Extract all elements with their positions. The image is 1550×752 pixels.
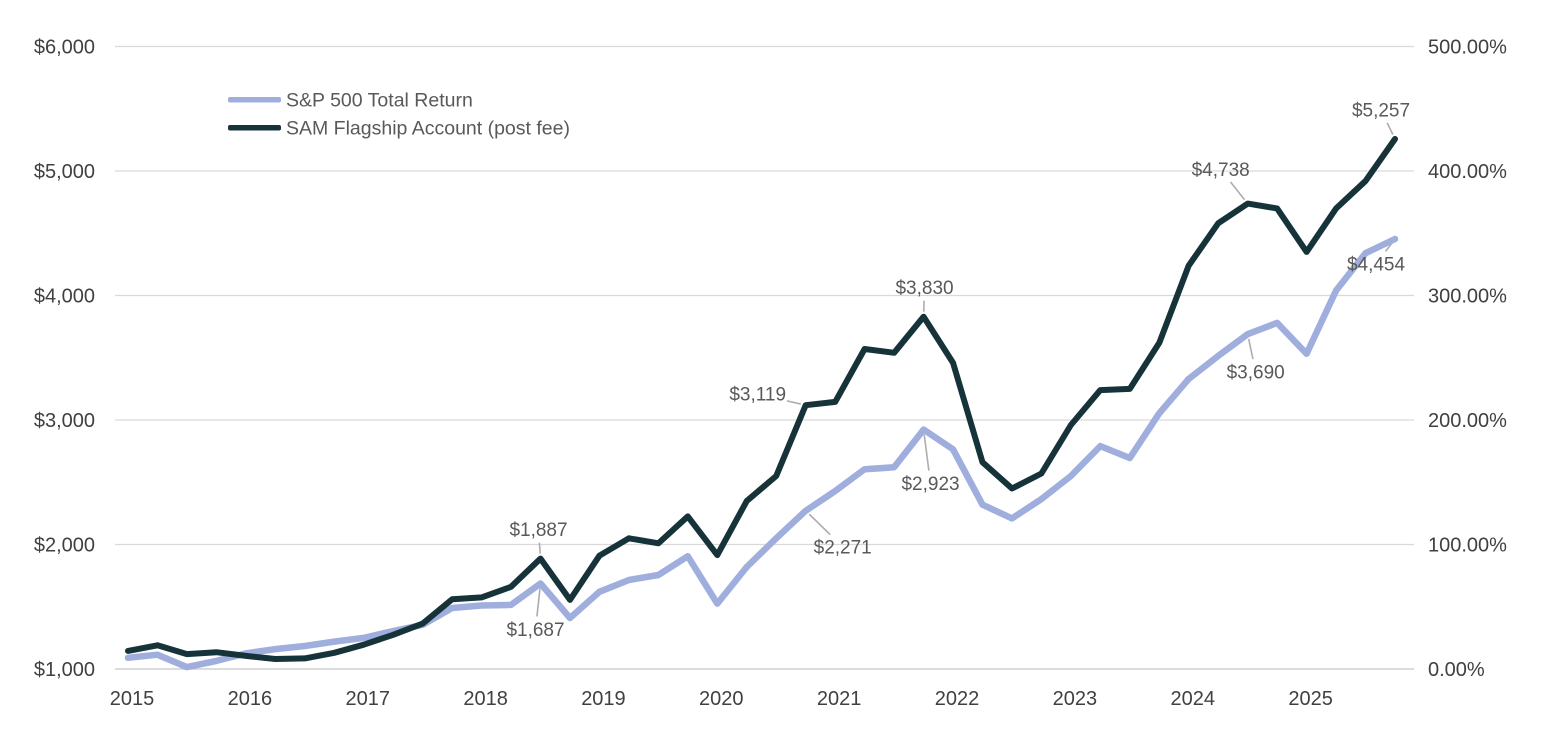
y-axis-label-right: 100.00% [1428,535,1507,557]
legend-label-sam: SAM Flagship Account (post fee) [286,118,570,140]
x-axis-label: 2024 [1170,688,1215,710]
y-axis-label-left: $1,000 [34,659,95,681]
data-label: $4,738 [1192,160,1250,181]
y-axis-label-right: 500.00% [1428,37,1507,59]
series-line-sam [125,136,1398,662]
data-label: $2,271 [814,537,872,558]
data-label: $5,257 [1352,101,1410,122]
legend-swatch-sam [228,125,281,131]
x-axis-label: 2025 [1288,688,1333,710]
annotation-leader [536,588,541,617]
y-axis-label-left: $6,000 [34,37,95,59]
annotation-leader [538,542,541,554]
data-label: $2,923 [901,474,959,495]
annotation-leader [1386,122,1394,135]
data-label: $3,830 [895,278,953,299]
x-axis-label: 2021 [817,688,862,710]
legend-swatch-sp500 [228,97,281,103]
annotation-leader [808,513,831,536]
x-axis-label: 2019 [581,688,626,710]
x-axis-label: 2023 [1053,688,1098,710]
legend-label-sp500: S&P 500 Total Return [286,90,473,112]
annotation-leader [1247,338,1254,360]
data-label: $4,454 [1347,254,1406,275]
x-axis-label: 2022 [935,688,980,710]
y-axis-label-right: 0.00% [1428,659,1485,681]
x-axis-label: 2015 [110,688,155,710]
x-axis-label: 2020 [699,688,744,710]
x-axis-label: 2018 [463,688,508,710]
x-axis-label: 2017 [345,688,390,710]
annotation-leader [923,434,930,471]
y-axis-label-left: $4,000 [34,286,95,308]
data-label: $3,690 [1227,363,1285,384]
data-label: $3,119 [729,385,786,406]
annotation-leader [1229,181,1246,201]
y-axis-label-left: $2,000 [34,535,95,557]
y-axis-label-left: $5,000 [34,161,95,183]
y-axis-label-left: $3,000 [34,410,95,432]
annotation-leader [786,400,802,405]
y-axis-label-right: 300.00% [1428,286,1507,308]
data-label: $1,687 [506,620,564,641]
series-line-sp500 [124,235,1399,671]
y-axis-label-right: 400.00% [1428,161,1507,183]
x-axis-label: 2016 [228,688,273,710]
y-axis-label-right: 200.00% [1428,410,1507,432]
data-label: $1,887 [509,520,567,541]
